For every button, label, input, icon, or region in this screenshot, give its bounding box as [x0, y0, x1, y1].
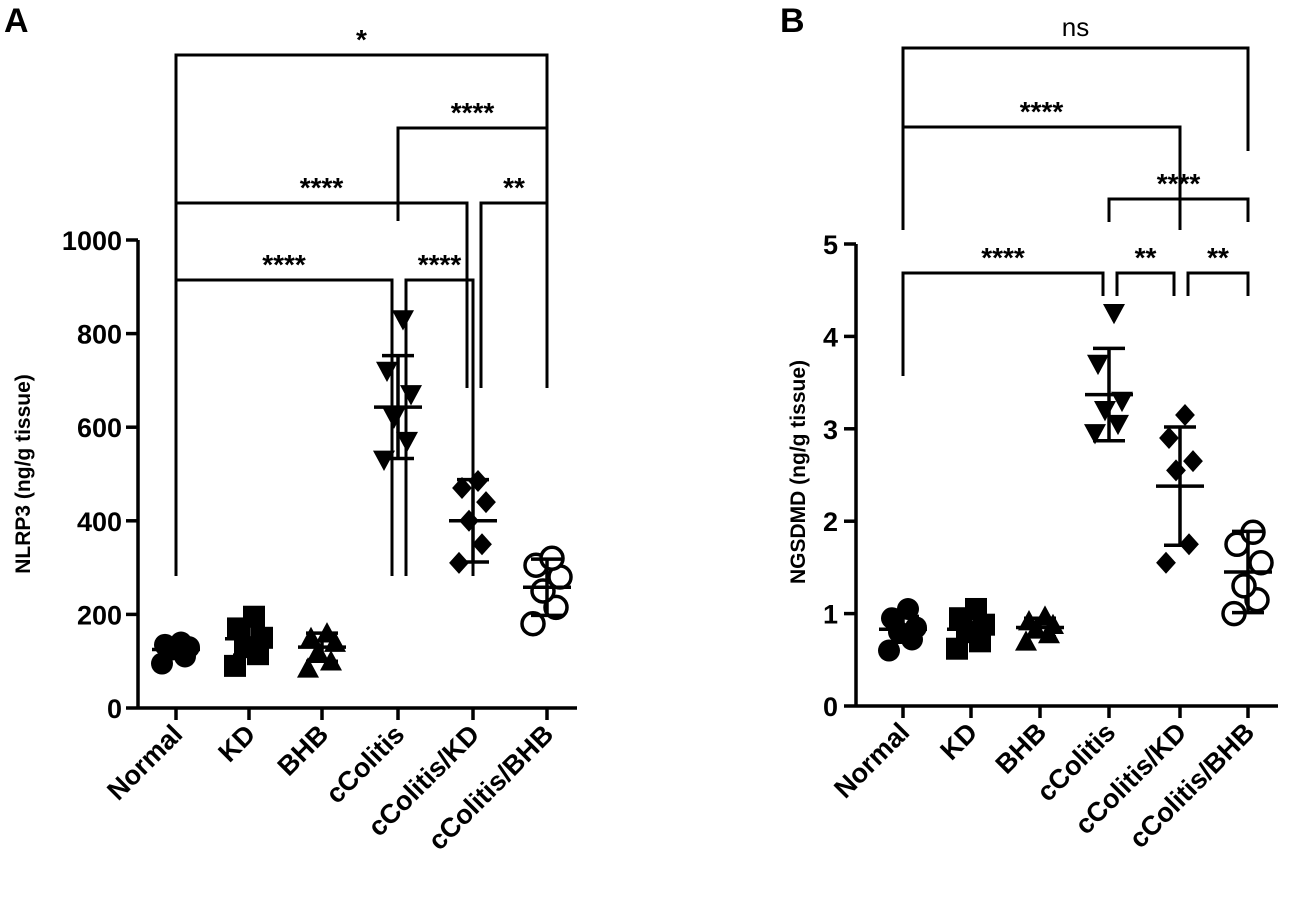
significance-bracket: [901, 125, 1182, 230]
significance-label: ****: [1157, 168, 1201, 199]
y-axis-title: NLRP3 (ng/g tissue): [12, 374, 35, 574]
y-tick-label: 200: [77, 600, 122, 630]
data-point: [543, 594, 569, 621]
category-label: Normal: [101, 719, 188, 806]
y-axis-title: NGSDMD (ng/g tissue): [787, 360, 810, 584]
category-label: BHB: [990, 717, 1053, 780]
y-tick-label: 5: [823, 230, 838, 260]
y-tick-label: 0: [107, 694, 122, 724]
data-point: [878, 639, 900, 662]
data-point: [452, 477, 472, 500]
significance-label: ****: [1020, 96, 1064, 127]
significance-bracket: [404, 278, 475, 576]
significance-bracket: [479, 201, 549, 388]
category-label: KD: [934, 717, 983, 766]
y-tick-label: 0: [823, 692, 838, 722]
data-point: [881, 607, 903, 630]
data-point: [1107, 414, 1129, 436]
significance-bracket: [174, 278, 394, 576]
data-point: [965, 597, 987, 620]
panel-a: A 0 200 400 600 800 1000 NLRP3 (ng/g tissue) Nor…: [4, 2, 577, 856]
significance-bracket: [1186, 271, 1250, 296]
data-point: [946, 637, 968, 660]
data-point: [1015, 630, 1037, 651]
significance-label: ****: [981, 242, 1025, 273]
category-label: Normal: [828, 717, 915, 804]
y-tick-label: 800: [77, 320, 122, 350]
significance-label: **: [1207, 242, 1229, 273]
significance-bracket: [901, 46, 1250, 151]
data-point: [1084, 424, 1106, 445]
data-point: [1166, 459, 1186, 482]
data-point: [1175, 403, 1195, 426]
data-point: [243, 605, 265, 628]
data-point: [1156, 551, 1176, 574]
data-point: [383, 408, 405, 429]
data-point: [300, 626, 322, 648]
significance-bracket: [1107, 197, 1250, 222]
y-tick-label: 2: [823, 507, 838, 537]
significance-bracket: [1115, 271, 1176, 296]
category-label: KD: [212, 719, 261, 768]
y-tick-label: 400: [77, 507, 122, 537]
significance-label: ****: [262, 249, 306, 280]
data-point: [1159, 427, 1179, 450]
y-tick-label: 3: [823, 415, 838, 445]
significance-label: ****: [418, 249, 462, 280]
data-point: [1111, 391, 1133, 413]
data-point: [1231, 573, 1257, 599]
data-point: [476, 491, 496, 514]
data-point: [472, 533, 492, 556]
data-point: [400, 385, 422, 406]
data-point: [1183, 450, 1203, 473]
significance-label: ****: [451, 97, 495, 128]
data-point: [897, 597, 919, 620]
data-point: [376, 361, 398, 383]
data-point: [297, 657, 319, 678]
y-tick-label: 4: [823, 322, 838, 352]
significance-bracket: [174, 201, 469, 388]
significance-label: ns: [1062, 12, 1089, 42]
significance-label: ****: [300, 172, 344, 203]
y-tick-label: 600: [77, 413, 122, 443]
data-point: [1248, 550, 1274, 576]
significance-label: **: [503, 172, 525, 203]
significance-bracket: [901, 271, 1105, 376]
panel-letter: A: [4, 2, 29, 40]
category-label: BHB: [272, 719, 335, 782]
significance-label: **: [1135, 242, 1157, 273]
significance-bracket: [174, 53, 549, 240]
data-point: [392, 310, 414, 331]
significance-bracket: [396, 126, 549, 221]
y-tick-label: 1000: [62, 226, 122, 256]
data-point: [1087, 354, 1109, 376]
data-point: [1103, 303, 1125, 325]
data-point: [905, 616, 927, 639]
data-point: [520, 611, 546, 637]
data-point: [224, 654, 246, 677]
significance-label: *: [356, 24, 367, 55]
data-point: [373, 450, 395, 471]
panel-letter: B: [780, 2, 805, 40]
y-tick-label: 1: [823, 600, 838, 630]
